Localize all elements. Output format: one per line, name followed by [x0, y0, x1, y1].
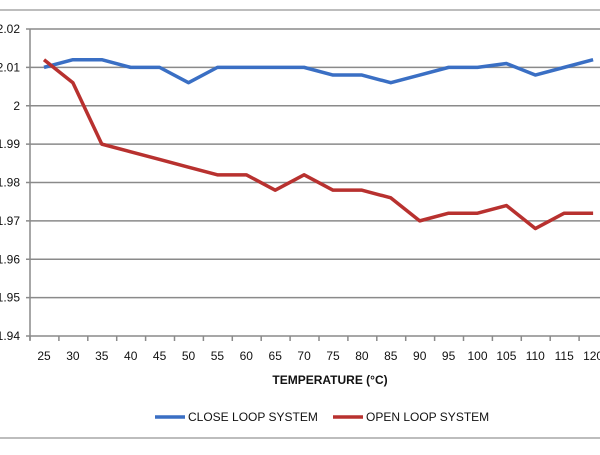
x-tick-label: 35: [95, 349, 109, 363]
y-tick-label: 1.99: [0, 137, 20, 151]
series-line-close-loop: [44, 60, 593, 83]
x-tick-label: 110: [526, 349, 545, 363]
x-tick-label: 60: [240, 349, 254, 363]
x-tick-label: 30: [66, 349, 80, 363]
x-tick-label: 45: [153, 349, 167, 363]
x-axis: 25 30 35 40 45 50 55 60 65 70 75 80 85 90 95 100 105 110 1…: [30, 336, 600, 363]
x-tick-label: 25: [37, 349, 51, 363]
legend: CLOSE LOOP SYSTEM OPEN LOOP SYSTEM: [155, 410, 489, 424]
y-tick-label: 1.96: [0, 252, 20, 266]
x-tick-label: 50: [182, 349, 196, 363]
y-axis: 1.94 1.95 1.96 1.97 1.98 1.99 2 2.01 2.02: [0, 22, 30, 343]
x-tick-label: 120: [583, 349, 600, 363]
x-axis-title: TEMPERATURE (°C): [272, 373, 387, 387]
x-tick-label: 115: [555, 349, 574, 363]
y-tick-label: 2.01: [0, 60, 20, 74]
x-tick-label: 55: [211, 349, 225, 363]
y-tick-label: 1.97: [0, 214, 20, 228]
y-tick-label: 2.02: [0, 22, 20, 36]
x-tick-label: 75: [326, 349, 340, 363]
y-tick-label: 2: [13, 99, 20, 113]
y-tick-label: 1.98: [0, 176, 20, 190]
x-tick-label: 105: [496, 349, 516, 363]
x-tick-label: 70: [297, 349, 311, 363]
legend-label: CLOSE LOOP SYSTEM: [188, 410, 318, 424]
x-tick-label: 40: [124, 349, 138, 363]
x-tick-label: 95: [442, 349, 456, 363]
y-tick-label: 1.94: [0, 329, 20, 343]
legend-label: OPEN LOOP SYSTEM: [366, 410, 489, 424]
x-tick-label: 85: [384, 349, 398, 363]
x-tick-label: 100: [467, 349, 487, 363]
x-tick-label: 80: [355, 349, 369, 363]
x-tick-label: 90: [413, 349, 427, 363]
y-tick-label: 1.95: [0, 291, 20, 305]
x-tick-label: 65: [269, 349, 283, 363]
